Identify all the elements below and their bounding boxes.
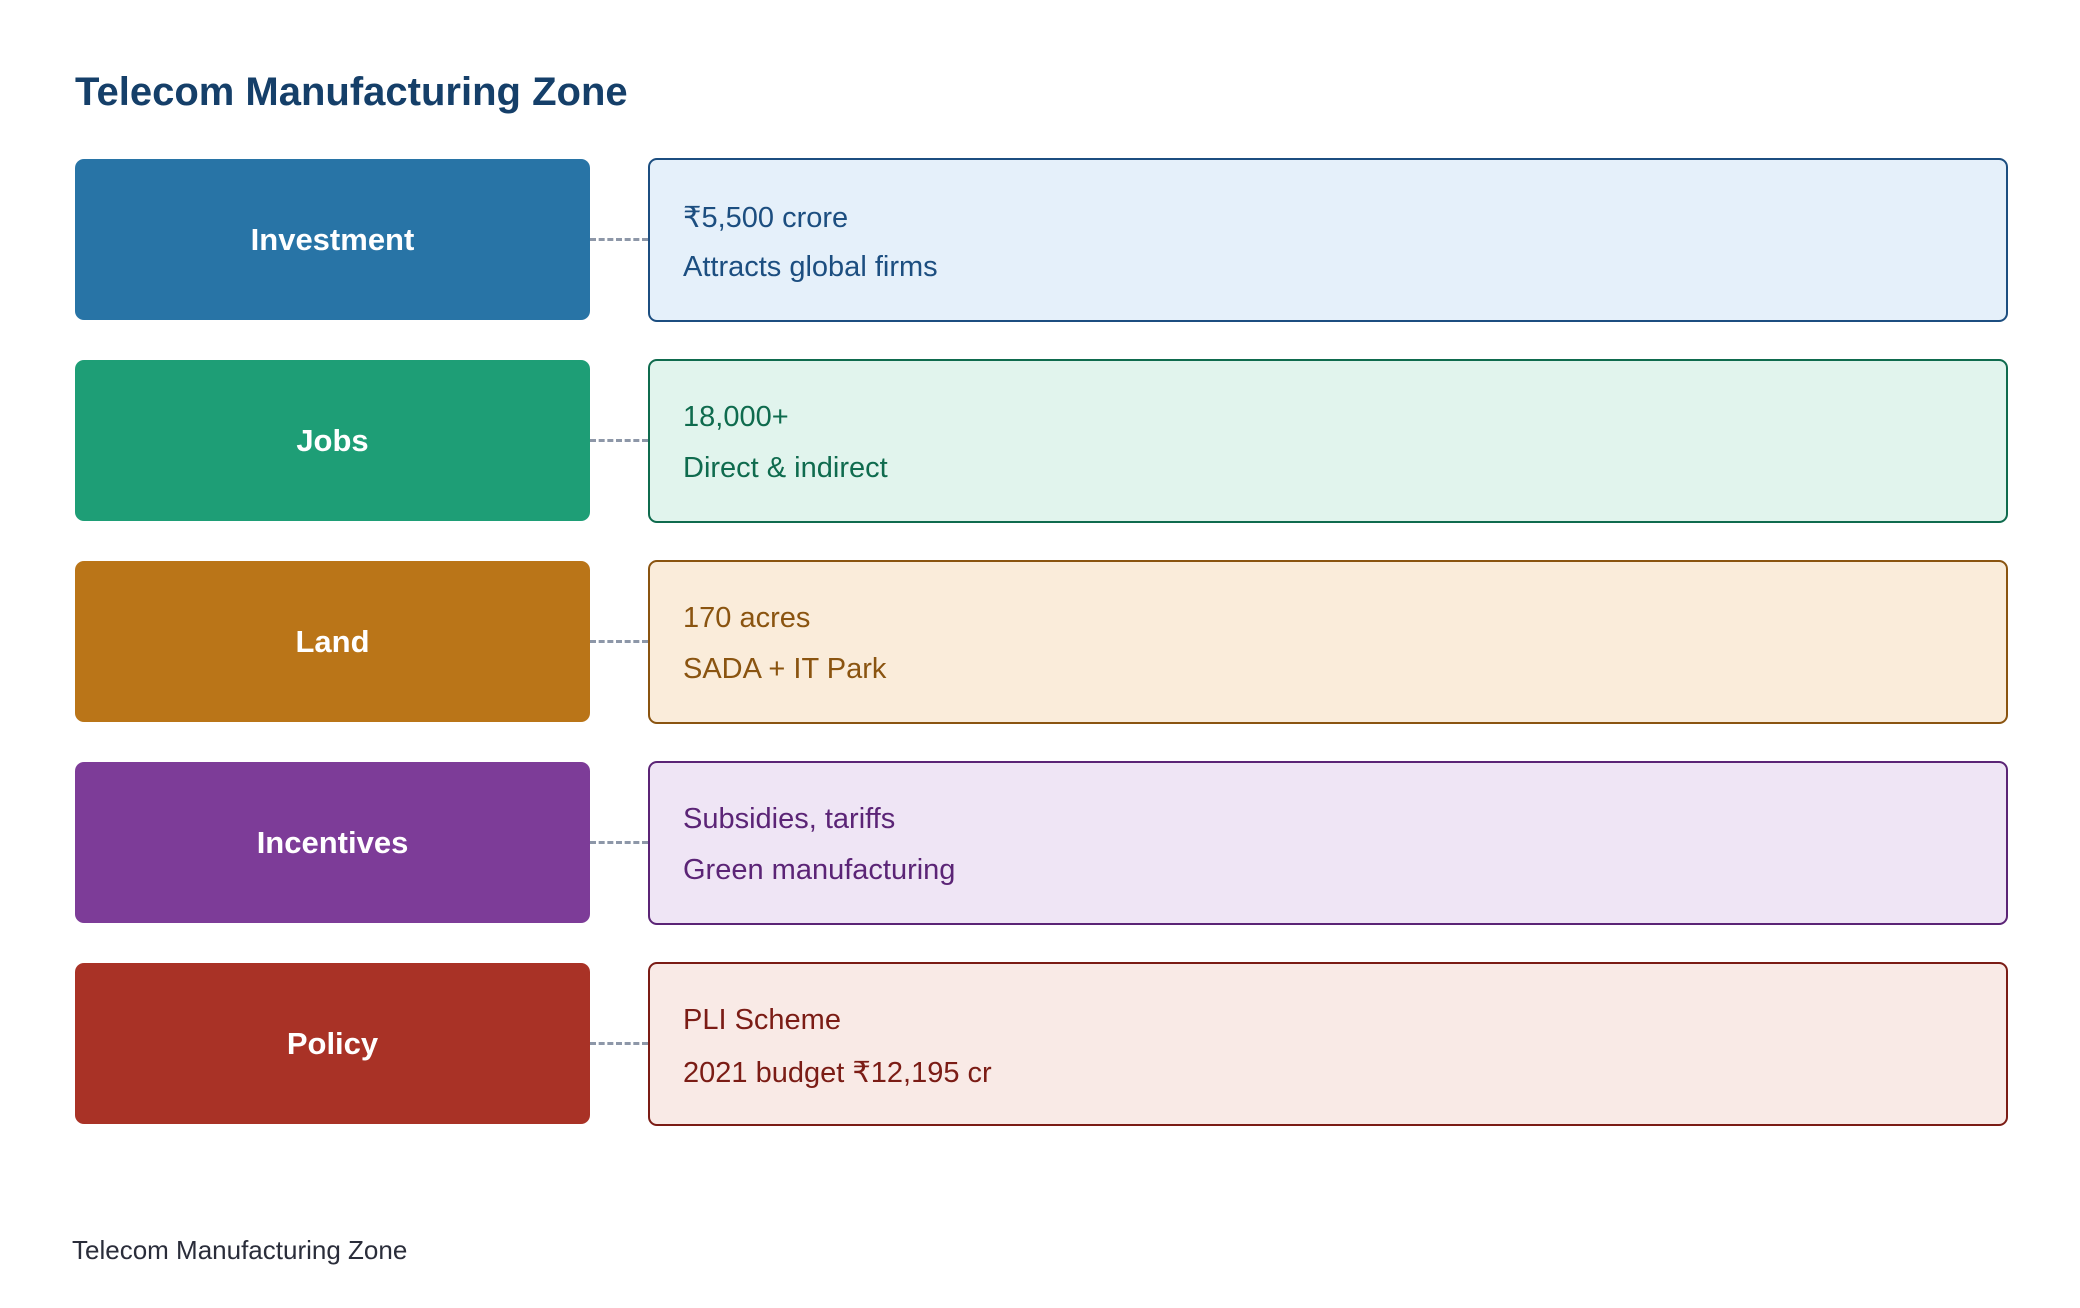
detail-box-jobs: 18,000+ Direct & indirect: [648, 359, 2008, 523]
detail-line-secondary: 2021 budget ₹12,195 cr: [683, 1057, 992, 1089]
connector-line: [590, 640, 648, 643]
detail-line-primary: PLI Scheme: [683, 1004, 841, 1036]
label-box-investment: Investment: [75, 159, 590, 320]
label-investment: Investment: [250, 221, 415, 257]
row-investment: Investment ₹5,500 crore Attracts global …: [75, 158, 2008, 322]
page-title: Telecom Manufacturing Zone: [75, 70, 628, 114]
label-incentives: Incentives: [256, 824, 409, 860]
detail-box-incentives: Subsidies, tariffs Green manufacturing: [648, 761, 2008, 925]
row-land: Land 170 acres SADA + IT Park: [75, 560, 2008, 724]
detail-line-secondary: Green manufacturing: [683, 854, 956, 886]
detail-line-primary: ₹5,500 crore: [683, 202, 849, 234]
detail-line-secondary: SADA + IT Park: [683, 653, 887, 685]
label-land: Land: [295, 623, 370, 659]
label-box-land: Land: [75, 561, 590, 722]
connector-line: [590, 439, 648, 442]
label-box-jobs: Jobs: [75, 360, 590, 521]
detail-box-policy: PLI Scheme 2021 budget ₹12,195 cr: [648, 962, 2008, 1126]
connector-line: [590, 1042, 648, 1045]
detail-line-primary: Subsidies, tariffs: [683, 803, 896, 835]
detail-line-primary: 18,000+: [683, 401, 789, 433]
detail-box-investment: ₹5,500 crore Attracts global firms: [648, 158, 2008, 322]
row-incentives: Incentives Subsidies, tariffs Green manu…: [75, 761, 2008, 925]
connector-line: [590, 238, 648, 241]
label-jobs: Jobs: [296, 422, 369, 458]
detail-line-secondary: Attracts global firms: [683, 251, 938, 283]
row-policy: Policy PLI Scheme 2021 budget ₹12,195 cr: [75, 962, 2008, 1126]
label-policy: Policy: [286, 1025, 379, 1061]
row-jobs: Jobs 18,000+ Direct & indirect: [75, 359, 2008, 523]
footer-caption: Telecom Manufacturing Zone: [72, 1235, 408, 1265]
detail-box-land: 170 acres SADA + IT Park: [648, 560, 2008, 724]
label-box-incentives: Incentives: [75, 762, 590, 923]
detail-line-secondary: Direct & indirect: [683, 452, 888, 484]
detail-line-primary: 170 acres: [683, 602, 811, 634]
connector-line: [590, 841, 648, 844]
diagram-rows: Investment ₹5,500 crore Attracts global …: [75, 158, 2008, 1163]
label-box-policy: Policy: [75, 963, 590, 1124]
